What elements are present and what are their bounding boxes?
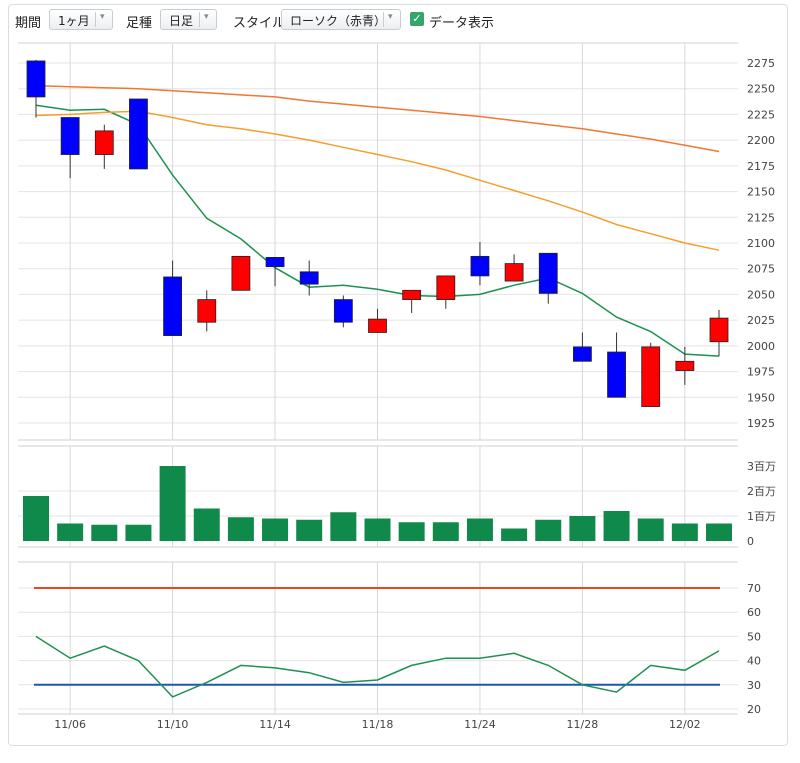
volume-bar bbox=[535, 519, 562, 541]
osc-tick-label: 50 bbox=[747, 630, 761, 643]
volume-bar bbox=[466, 518, 493, 541]
osc-tick-label: 70 bbox=[747, 582, 761, 595]
data-display-label: データ表示 bbox=[429, 16, 495, 31]
volume-bar bbox=[706, 523, 732, 541]
style-select[interactable]: ローソク（赤青） ▾ bbox=[281, 9, 401, 30]
x-tick-label: 11/14 bbox=[259, 718, 291, 731]
volume-bar bbox=[23, 496, 49, 541]
candle-body bbox=[538, 252, 558, 294]
y-tick-label: 2000 bbox=[747, 340, 775, 353]
y-tick-label: 2125 bbox=[747, 211, 775, 224]
volume-bar bbox=[432, 522, 459, 541]
x-tick-label: 11/28 bbox=[567, 718, 599, 731]
foot-select[interactable]: 日足 ▾ bbox=[160, 9, 217, 30]
volume-bar bbox=[262, 518, 289, 541]
volume-tick-label: 2百万 bbox=[747, 485, 776, 498]
osc-tick-label: 30 bbox=[747, 679, 761, 692]
y-tick-label: 1925 bbox=[747, 417, 775, 430]
volume-tick-label: 1百万 bbox=[747, 510, 776, 523]
candle-body bbox=[163, 276, 183, 336]
moving-average-line-3 bbox=[35, 84, 720, 153]
style-label: スタイル bbox=[233, 16, 286, 31]
data-display-checkbox[interactable]: ✓ bbox=[410, 12, 424, 26]
select-divider bbox=[383, 12, 384, 27]
volume-bar bbox=[398, 522, 425, 541]
foot-label: 足種 bbox=[126, 16, 153, 31]
volume-tick-label: 3百万 bbox=[747, 460, 776, 473]
osc-tick-label: 20 bbox=[747, 703, 761, 716]
period-select[interactable]: 1ヶ月 ▾ bbox=[49, 9, 113, 30]
moving-average-line-1 bbox=[35, 104, 720, 357]
candle-body bbox=[607, 351, 626, 398]
candle-body bbox=[265, 256, 285, 268]
osc-tick-label: 40 bbox=[747, 655, 761, 668]
y-tick-label: 2225 bbox=[747, 108, 775, 121]
y-tick-label: 2275 bbox=[747, 57, 775, 70]
candle-body bbox=[470, 255, 490, 277]
volume-bar bbox=[330, 512, 357, 541]
select-divider bbox=[199, 12, 200, 27]
foot-value: 日足 bbox=[169, 14, 194, 28]
volume-bar bbox=[501, 528, 528, 541]
volume-bar bbox=[159, 466, 186, 541]
y-tick-label: 2175 bbox=[747, 160, 775, 173]
x-tick-label: 11/24 bbox=[464, 718, 496, 731]
period-value: 1ヶ月 bbox=[58, 14, 90, 28]
candle-body bbox=[675, 360, 695, 371]
candle-body bbox=[573, 346, 592, 362]
candle-body bbox=[231, 255, 251, 291]
moving-average-line-2 bbox=[35, 110, 720, 251]
volume-bar bbox=[637, 518, 664, 541]
y-tick-label: 2200 bbox=[747, 134, 775, 147]
period-label: 期間 bbox=[15, 16, 42, 31]
y-tick-label: 2250 bbox=[747, 83, 775, 96]
x-tick-label: 11/10 bbox=[157, 718, 189, 731]
candle-body bbox=[197, 299, 217, 323]
candle-body bbox=[26, 60, 46, 98]
volume-bar bbox=[193, 508, 220, 541]
toolbar: 期間 1ヶ月 ▾ 足種 日足 ▾ スタイル ローソク（赤青） ▾ ✓ データ表示 bbox=[9, 5, 787, 35]
candle-body bbox=[94, 130, 114, 155]
chevron-down-icon: ▾ bbox=[388, 12, 393, 22]
chevron-down-icon: ▾ bbox=[204, 12, 209, 22]
chevron-down-icon: ▾ bbox=[100, 12, 105, 22]
y-tick-label: 2025 bbox=[747, 314, 775, 327]
x-tick-label: 11/06 bbox=[54, 718, 86, 731]
volume-tick-label: 0 bbox=[747, 535, 754, 548]
volume-bar bbox=[569, 516, 596, 541]
candle-body bbox=[368, 318, 387, 333]
y-tick-label: 2075 bbox=[747, 263, 775, 276]
volume-bar bbox=[364, 518, 391, 541]
y-tick-label: 1950 bbox=[747, 391, 775, 404]
candle-body bbox=[60, 117, 80, 155]
y-tick-label: 2050 bbox=[747, 288, 775, 301]
volume-bar bbox=[296, 519, 323, 541]
candle-body bbox=[436, 275, 456, 300]
oscillator-line bbox=[35, 635, 720, 698]
x-tick-label: 11/18 bbox=[362, 718, 394, 731]
y-tick-label: 2150 bbox=[747, 186, 775, 199]
candle-body bbox=[129, 98, 148, 170]
y-tick-label: 2100 bbox=[747, 237, 775, 250]
candle-body bbox=[641, 346, 661, 407]
volume-bar bbox=[603, 511, 630, 541]
candle-body bbox=[402, 289, 422, 300]
style-value: ローソク（赤青） bbox=[290, 14, 387, 28]
volume-bar bbox=[57, 523, 84, 541]
volume-bar bbox=[227, 517, 254, 541]
select-divider bbox=[95, 12, 96, 27]
candle-body bbox=[299, 271, 319, 285]
candle-body bbox=[709, 317, 729, 343]
candle-body bbox=[333, 299, 353, 323]
x-tick-label: 12/02 bbox=[669, 718, 701, 731]
volume-bar bbox=[125, 524, 152, 541]
candle-body bbox=[504, 263, 524, 282]
volume-bar bbox=[671, 523, 698, 541]
volume-bar bbox=[91, 524, 118, 541]
osc-tick-label: 60 bbox=[747, 606, 761, 619]
y-tick-label: 1975 bbox=[747, 366, 775, 379]
